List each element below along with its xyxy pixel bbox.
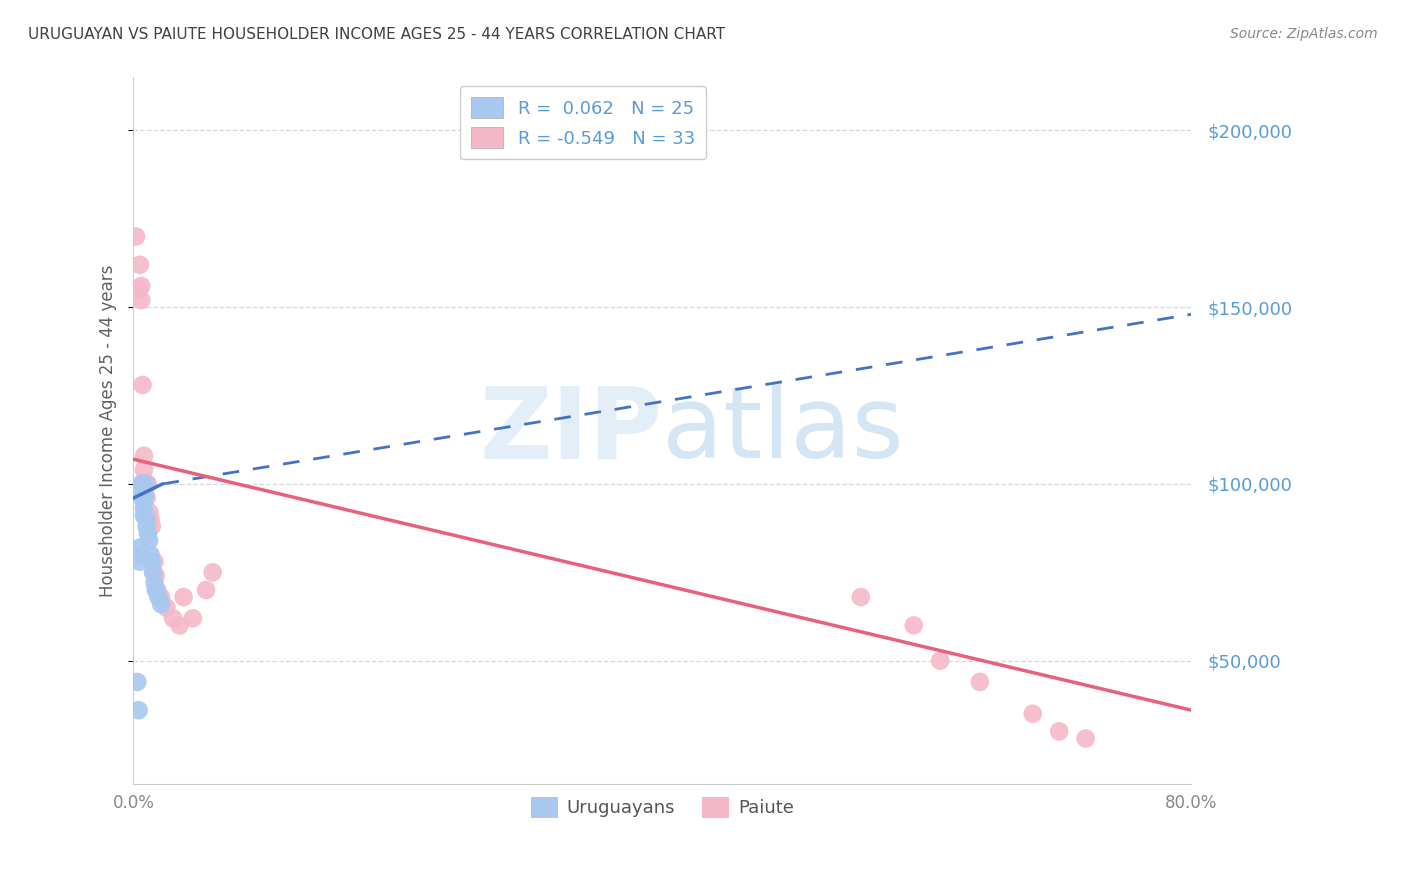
Y-axis label: Householder Income Ages 25 - 44 years: Householder Income Ages 25 - 44 years — [100, 265, 117, 597]
Text: Source: ZipAtlas.com: Source: ZipAtlas.com — [1230, 27, 1378, 41]
Point — [143, 576, 166, 591]
Point — [131, 491, 153, 505]
Point — [146, 582, 169, 597]
Point — [129, 258, 152, 272]
Point — [145, 582, 167, 597]
Point — [134, 487, 156, 501]
Text: atlas: atlas — [662, 383, 904, 479]
Point — [135, 512, 157, 526]
Point — [201, 566, 224, 580]
Point — [125, 229, 148, 244]
Point — [129, 293, 152, 307]
Point — [129, 555, 152, 569]
Point — [1022, 706, 1045, 721]
Point — [129, 541, 152, 555]
Point — [132, 494, 155, 508]
Point — [141, 519, 163, 533]
Point — [132, 501, 155, 516]
Point — [181, 611, 204, 625]
Text: ZIP: ZIP — [479, 383, 662, 479]
Point — [136, 526, 159, 541]
Point — [150, 590, 173, 604]
Point — [155, 600, 177, 615]
Point — [169, 618, 191, 632]
Text: URUGUAYAN VS PAIUTE HOUSEHOLDER INCOME AGES 25 - 44 YEARS CORRELATION CHART: URUGUAYAN VS PAIUTE HOUSEHOLDER INCOME A… — [28, 27, 725, 42]
Point — [1047, 724, 1070, 739]
Point — [131, 483, 153, 498]
Point — [849, 590, 872, 604]
Point — [142, 566, 165, 580]
Point — [128, 283, 150, 297]
Point — [143, 555, 166, 569]
Point — [131, 378, 153, 392]
Point — [127, 674, 149, 689]
Point — [145, 569, 167, 583]
Point — [141, 555, 163, 569]
Point — [195, 582, 218, 597]
Point — [131, 477, 153, 491]
Point — [139, 512, 162, 526]
Point — [138, 533, 160, 548]
Point — [929, 654, 952, 668]
Point — [139, 548, 162, 562]
Legend: Uruguayans, Paiute: Uruguayans, Paiute — [523, 789, 801, 825]
Point — [129, 279, 152, 293]
Point — [132, 463, 155, 477]
Point — [135, 491, 157, 505]
Point — [148, 590, 170, 604]
Point — [969, 674, 991, 689]
Point — [135, 477, 157, 491]
Point — [162, 611, 184, 625]
Point — [132, 449, 155, 463]
Point — [129, 548, 152, 562]
Point — [134, 477, 156, 491]
Point — [903, 618, 925, 632]
Point — [142, 566, 165, 580]
Point — [135, 519, 157, 533]
Point — [136, 477, 159, 491]
Point — [129, 477, 152, 491]
Point — [150, 597, 173, 611]
Point — [1074, 731, 1097, 746]
Point — [138, 505, 160, 519]
Point — [132, 508, 155, 523]
Point — [128, 703, 150, 717]
Point — [173, 590, 195, 604]
